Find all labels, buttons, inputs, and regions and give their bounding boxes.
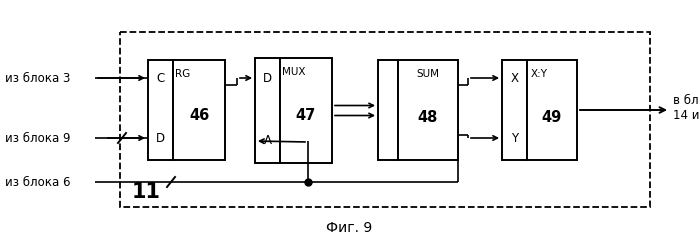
Text: из блока 6: из блока 6	[5, 175, 71, 188]
Bar	[527, 60, 577, 160]
Text: 48: 48	[418, 110, 438, 126]
Text: из блока 9: из блока 9	[5, 132, 71, 144]
Text: X: X	[510, 72, 519, 84]
Text: D: D	[156, 132, 165, 144]
Bar	[148, 60, 173, 160]
Text: в блоки
14 и 15: в блоки 14 и 15	[673, 94, 699, 122]
Text: MUX: MUX	[282, 67, 305, 77]
Bar	[255, 58, 280, 163]
Bar	[378, 60, 398, 160]
Text: Фиг. 9: Фиг. 9	[326, 221, 372, 235]
Text: RG: RG	[175, 69, 191, 79]
Text: Y: Y	[511, 132, 518, 144]
Text: A: A	[264, 134, 271, 148]
Text: X:Y: X:Y	[531, 69, 547, 79]
Text: D: D	[263, 72, 272, 84]
Text: 49: 49	[542, 110, 562, 126]
Text: C: C	[157, 72, 165, 84]
Bar	[120, 32, 650, 207]
Bar	[502, 60, 527, 160]
Text: 46: 46	[189, 108, 209, 122]
Text: SUM: SUM	[417, 69, 440, 79]
Bar	[173, 60, 225, 160]
Bar	[398, 60, 458, 160]
Text: из блока 3: из блока 3	[5, 72, 71, 84]
Bar	[280, 58, 332, 163]
Text: 11: 11	[132, 182, 161, 202]
Text: 47: 47	[296, 108, 316, 123]
